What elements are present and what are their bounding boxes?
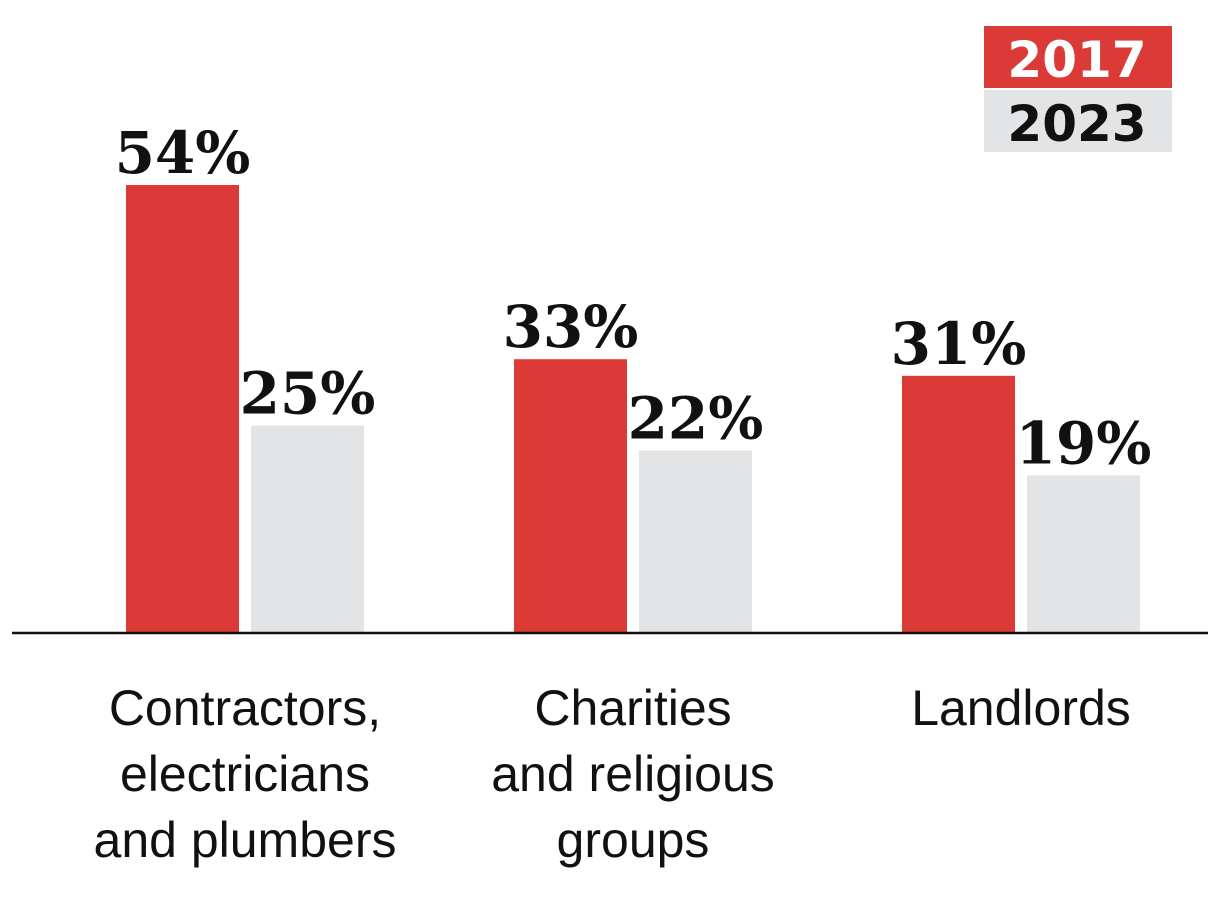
legend-swatch-2017 (984, 26, 1172, 88)
bar-2023-2 (1027, 475, 1140, 633)
bar-2017-1 (514, 359, 627, 633)
value-labels: 54% 25% 33% 22% 31% 19% (115, 119, 1152, 477)
category-label-line: Contractors, (109, 680, 381, 736)
value-label-2017-1: 33% (503, 293, 639, 361)
category-label-line: electricians (120, 746, 370, 802)
bar-2023-0 (251, 425, 364, 633)
category-label-2: Landlords (911, 680, 1131, 736)
category-label-line: and religious (491, 746, 775, 802)
category-label-line: Landlords (911, 680, 1131, 736)
category-label-line: Charities (534, 680, 731, 736)
bar-2017-0 (126, 185, 239, 633)
category-label-0: Contractors, electricians and plumbers (94, 680, 397, 868)
category-label-1: Charities and religious groups (491, 680, 775, 868)
bar-2023-1 (639, 450, 752, 633)
category-label-line: and plumbers (94, 812, 397, 868)
bar-2017-2 (902, 375, 1015, 633)
value-label-2023-0: 25% (240, 360, 376, 428)
legend: 2017 2023 (984, 26, 1172, 153)
legend-label-2017: 2017 (1007, 31, 1146, 89)
category-label-line: groups (557, 812, 710, 868)
bars (126, 185, 1140, 633)
value-label-2017-2: 31% (891, 310, 1027, 378)
category-labels: Contractors, electricians and plumbers Char… (94, 680, 1131, 868)
legend-swatch-2023 (984, 90, 1172, 152)
legend-label-2023: 2023 (1007, 95, 1146, 153)
value-label-2017-0: 54% (115, 119, 251, 187)
value-label-2023-1: 22% (628, 384, 764, 452)
value-label-2023-2: 19% (1016, 409, 1152, 477)
